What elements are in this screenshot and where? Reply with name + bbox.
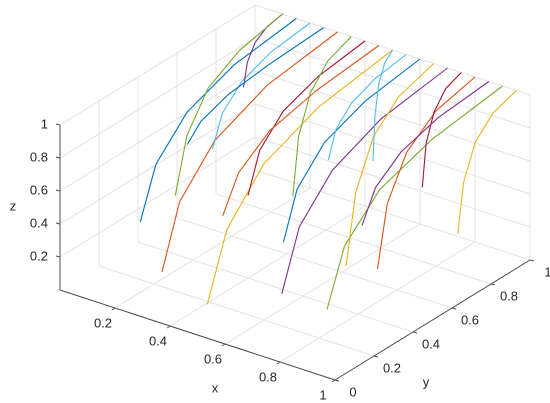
z-axis-label: z [10,198,17,213]
y-axis-line [334,259,531,381]
grid-line [176,217,453,309]
grid-line [59,136,256,258]
trajectory [327,54,407,161]
grid-line [114,187,311,309]
x-tick-label: 0.4 [149,333,167,348]
trajectory [326,85,503,310]
grid-line [254,136,531,228]
x-tick [221,343,226,347]
y-tick-label: 0.6 [461,312,479,327]
trajectory [206,49,393,305]
grid-line [254,169,531,261]
x-tick-label: 0.2 [94,315,112,330]
z-tick [55,156,61,159]
z-tick-label: 1 [41,116,48,131]
trajectory [282,58,421,243]
y-axis-label: y [423,374,430,389]
y-tick [334,379,340,382]
x-tick [166,325,171,329]
z-tick-label: 0.8 [30,149,48,164]
axes: 0.2 0.4 0.6 0.8 1 0 0.2 0.4 0.6 0.8 1 0.2 0.4 0.6 0.8 1 [30,116,550,402]
z-tick [55,222,61,225]
grid-line [169,205,366,327]
trajectory [421,72,462,188]
grid-line [59,103,256,225]
y-tick [412,331,418,334]
y-tick-label: 0.4 [422,336,440,351]
trajectory [281,67,448,294]
y-tick [490,283,496,286]
x-tick [111,307,116,311]
trajectory [186,27,325,145]
grid [59,4,531,381]
trajectory [457,90,517,234]
x-tick [276,361,281,365]
grid-line [224,223,421,345]
z-tick [55,255,61,258]
y-tick-label: 0.8 [500,288,518,303]
y-tick-label: 0 [349,384,356,399]
grid-line [279,241,476,363]
grid-line [59,4,256,126]
trajectory [361,81,490,226]
x-tick [331,379,336,383]
trajectory [292,36,352,197]
z-tick [55,189,61,192]
grid-line [59,37,256,159]
x-axis-label: x [212,380,219,395]
trajectory [174,13,283,196]
grid-line [59,70,256,192]
y-tick [451,307,457,310]
x-tick-label: 0.6 [204,351,222,366]
trajectory [161,31,338,273]
x-tick-label: 0.8 [259,369,277,384]
x-axis-line [59,289,336,381]
trajectory [222,45,380,216]
z-tick-label: 0.4 [30,215,48,230]
y-tick [373,355,379,358]
grid-line [254,70,531,162]
y-tick-label: 0.2 [383,360,401,375]
x-tick-label: 1 [319,387,326,402]
z-tick-label: 0.2 [30,248,48,263]
grid-line [254,37,531,129]
z-tick [55,123,61,126]
trajectory [242,13,283,88]
trajectory [372,49,393,162]
trajectory [139,18,297,222]
trajectory [247,40,366,196]
trajectory [211,22,311,150]
trajectory [376,76,476,270]
z-tick-label: 0.6 [30,182,48,197]
y-tick-label: 1 [544,264,550,279]
curves [139,13,517,310]
trajectory [345,63,435,267]
grid-line [98,265,375,357]
y-tick [529,259,535,262]
grid-line [137,241,414,333]
grid-line [215,193,492,285]
grid-line [254,103,531,195]
